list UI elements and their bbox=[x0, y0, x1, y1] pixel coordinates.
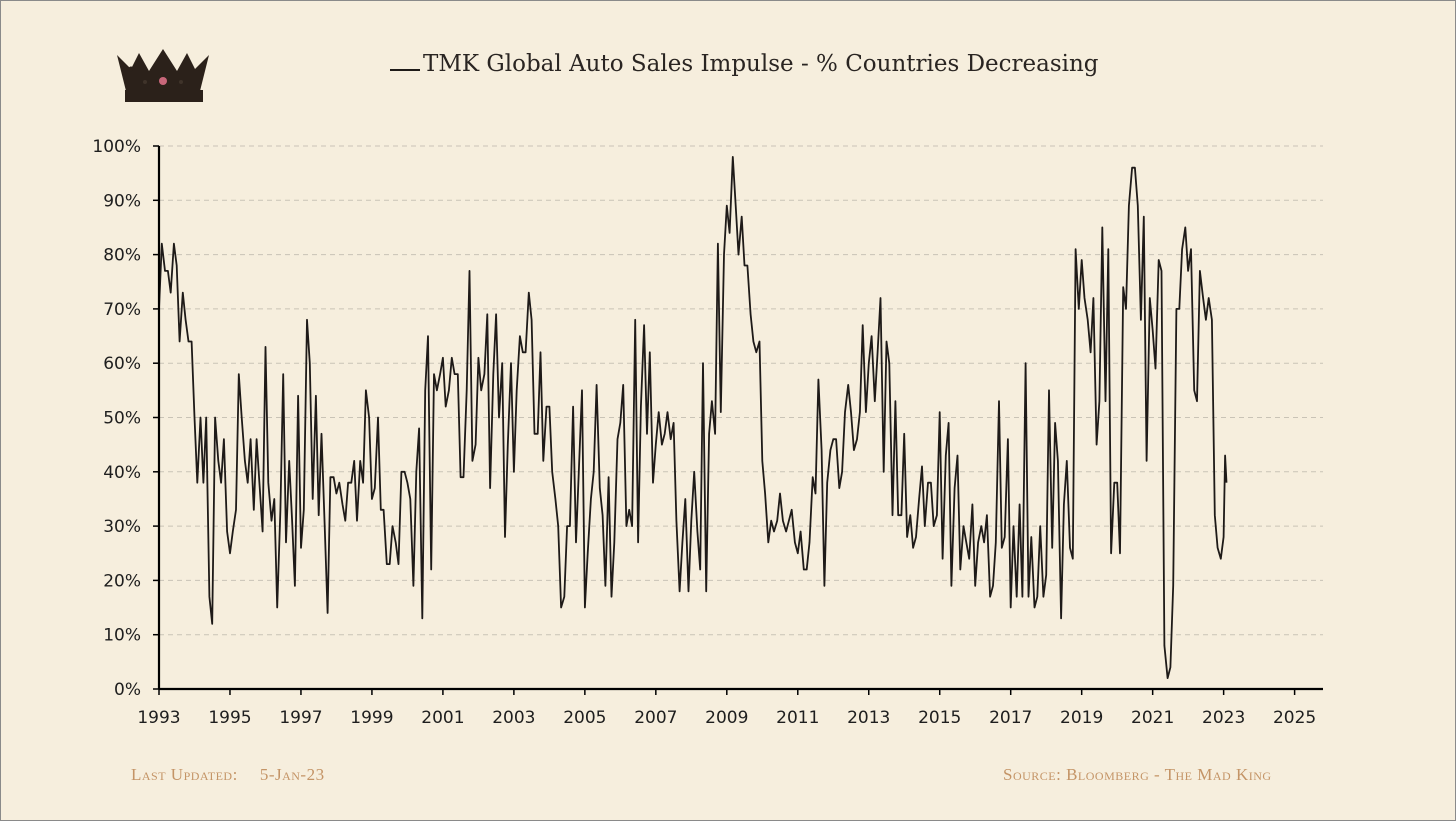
x-tick-label: 2001 bbox=[421, 708, 464, 728]
y-tick-label: 0% bbox=[114, 680, 141, 700]
x-tick-label: 1999 bbox=[350, 708, 393, 728]
x-tick-label: 2005 bbox=[563, 708, 606, 728]
x-tick-label: 2017 bbox=[989, 708, 1032, 728]
chart-legend: TMK Global Auto Sales Impulse - % Countr… bbox=[390, 51, 1099, 77]
x-tick-label: 2025 bbox=[1273, 708, 1316, 728]
y-tick-label: 40% bbox=[103, 463, 141, 483]
y-tick-label: 70% bbox=[103, 300, 141, 320]
source-note: Source: Bloomberg - The Mad King bbox=[1003, 765, 1272, 784]
y-tick-label: 30% bbox=[103, 517, 141, 537]
crown-icon bbox=[117, 49, 209, 102]
x-tick-label: 1997 bbox=[279, 708, 322, 728]
y-tick-label: 100% bbox=[92, 137, 141, 157]
x-tick-label: 1993 bbox=[137, 708, 180, 728]
axes bbox=[157, 146, 1323, 691]
y-tick-label: 50% bbox=[103, 409, 141, 429]
x-tick-label: 2019 bbox=[1060, 708, 1103, 728]
x-tick-label: 2013 bbox=[847, 708, 890, 728]
x-tick-label: 2011 bbox=[776, 708, 819, 728]
x-tick-label: 2007 bbox=[634, 708, 677, 728]
y-tick-label: 60% bbox=[103, 354, 141, 374]
x-tick-label: 2023 bbox=[1202, 708, 1245, 728]
y-tick-label: 10% bbox=[103, 626, 141, 646]
y-tick-label: 20% bbox=[103, 571, 141, 591]
last-updated: Last Updated: 5-Jan-23 bbox=[131, 765, 325, 785]
y-tick-label: 90% bbox=[103, 191, 141, 211]
x-tick-label: 2009 bbox=[705, 708, 748, 728]
y-axis-ticks: 0% 10% 20% 30% 40% 50% 60% 70% 80% 90% 100% bbox=[92, 137, 159, 700]
x-axis-ticks: 1993 1995 1997 1999 2001 2003 2005 2007 2009 2011… bbox=[137, 689, 1316, 728]
chart-title: TMK Global Auto Sales Impulse - % Countr… bbox=[423, 51, 1099, 77]
y-tick-label: 80% bbox=[103, 246, 141, 266]
series-group bbox=[158, 156, 1228, 679]
last-updated-label: Last Updated: bbox=[131, 765, 238, 784]
series-line bbox=[158, 156, 1228, 679]
x-tick-label: 1995 bbox=[208, 708, 251, 728]
x-tick-label: 2003 bbox=[492, 708, 535, 728]
x-tick-label: 2015 bbox=[918, 708, 961, 728]
x-tick-label: 2021 bbox=[1131, 708, 1174, 728]
last-updated-value: 5-Jan-23 bbox=[259, 765, 325, 784]
